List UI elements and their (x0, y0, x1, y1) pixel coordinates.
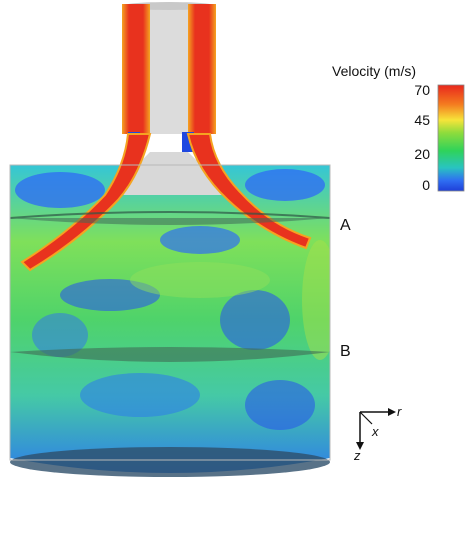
pipe-jet-left (122, 4, 150, 134)
color-legend: Velocity (m/s) 70 45 20 0 (332, 63, 465, 193)
coordinate-axes: r x z (353, 404, 402, 463)
legend-title: Velocity (m/s) (332, 63, 416, 79)
pipe-jet-right (188, 4, 216, 134)
plane-a-surface (10, 218, 330, 225)
z-axis-label: z (353, 448, 361, 463)
x-axis-label: x (371, 424, 379, 439)
legend-tick-45: 45 (414, 112, 430, 128)
r-axis-label: r (397, 404, 402, 419)
vessel (9, 133, 331, 477)
plane-b-surface (10, 347, 330, 362)
jet-plume-right (186, 133, 312, 250)
z-axis-arrowhead (356, 442, 364, 450)
field-patches (15, 169, 330, 430)
vessel-outline (9, 164, 331, 461)
x-axis-line (359, 411, 373, 425)
legend-tick-70: 70 (414, 82, 430, 98)
jet-plume-left (20, 133, 152, 272)
vessel-bottom (10, 447, 330, 477)
r-axis-arrowhead (388, 408, 396, 416)
legend-tick-0: 0 (422, 177, 430, 193)
legend-colorbar (437, 84, 465, 192)
inlet-pipe (122, 2, 216, 152)
diffuser-cone (108, 152, 232, 195)
plane-a-edge (9, 211, 331, 219)
plane-a-label: A (340, 217, 351, 234)
legend-tick-20: 20 (414, 146, 430, 162)
plane-b-label: B (340, 343, 351, 360)
